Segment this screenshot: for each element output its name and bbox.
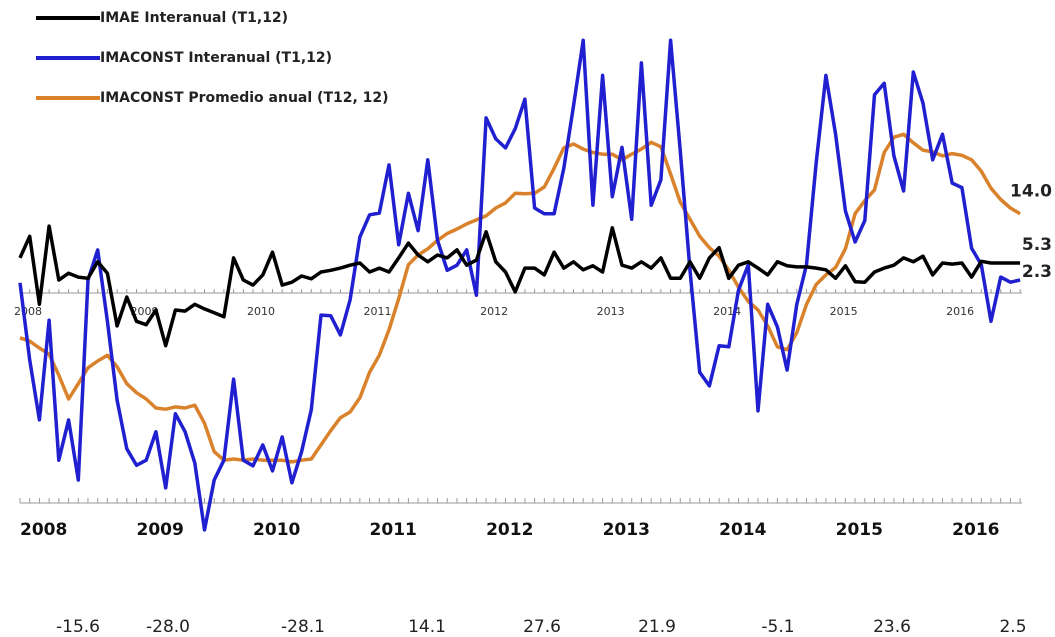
series-line [19,132,1021,464]
x-tick-label: 2013 [603,520,650,540]
x-tick-label: 2015 [830,305,858,318]
annotation: 14.1 [408,617,446,637]
annotation: 23.6 [873,617,911,637]
x-tick-label: 2013 [597,305,625,318]
x-tick-label: 2009 [137,520,184,540]
legend-label: IMACONST Promedio anual (T12, 12) [100,90,389,106]
annotation: -28.0 [146,617,190,637]
x-tick-label: 2011 [370,520,417,540]
x-tick-label: 2014 [719,520,766,540]
annotation: 21.9 [638,617,676,637]
legend-label: IMACONST Interanual (T1,12) [100,50,332,66]
x-tick-label: 2015 [836,520,883,540]
x-tick-label: 2016 [946,305,974,318]
annotation: 2.5 [999,617,1026,637]
legend-label: IMAE Interanual (T1,12) [100,10,288,26]
annotation: -5.1 [761,617,794,637]
series-line [18,224,1021,348]
x-tick-label: 2012 [486,520,533,540]
x-tick-label: 2012 [480,305,508,318]
end-label: 5.3 [1022,235,1052,255]
annotation: 27.6 [523,617,561,637]
x-tick-label: 2010 [247,305,275,318]
x-tick-label: 2008 [20,520,67,540]
annotation: -28.1 [281,617,325,637]
x-tick-label: 2011 [364,305,392,318]
annotation: -15.6 [56,617,100,637]
x-tick-label: 2008 [14,305,42,318]
series-line [18,38,1021,532]
end-label: 14.0 [1010,182,1052,202]
x-tick-label: 2010 [253,520,300,540]
end-label: 2.3 [1022,262,1052,282]
x-tick-label: 2016 [952,520,999,540]
